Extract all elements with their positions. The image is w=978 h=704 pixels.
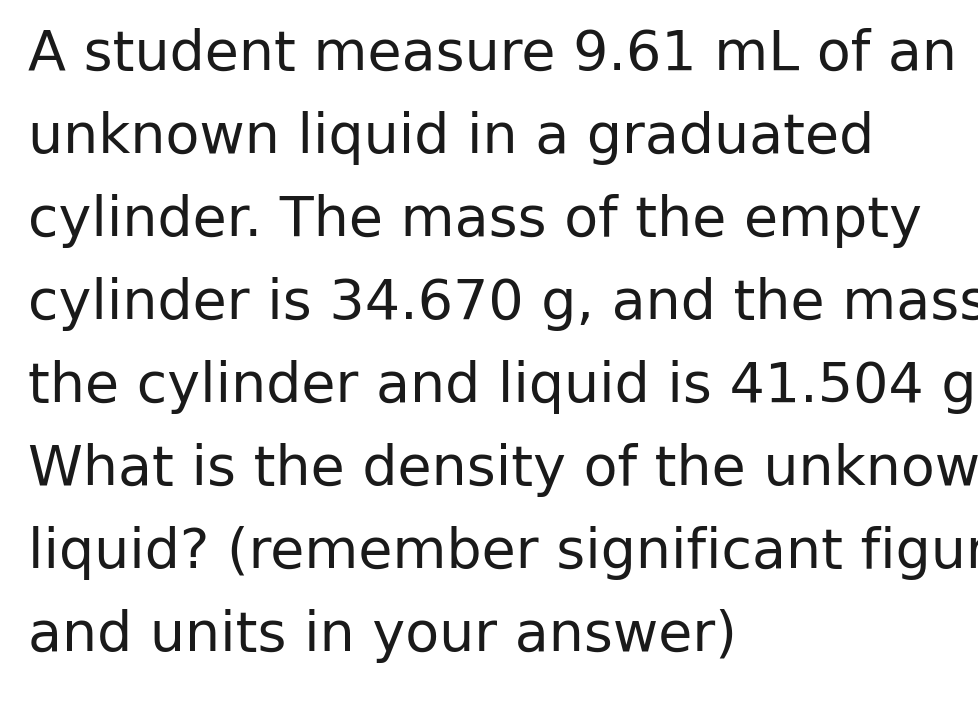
Text: the cylinder and liquid is 41.504 g.: the cylinder and liquid is 41.504 g. [28, 360, 978, 414]
Text: cylinder. The mass of the empty: cylinder. The mass of the empty [28, 194, 921, 248]
Text: unknown liquid in a graduated: unknown liquid in a graduated [28, 111, 873, 165]
Text: cylinder is 34.670 g, and the mass of: cylinder is 34.670 g, and the mass of [28, 277, 978, 331]
Text: What is the density of the unknown: What is the density of the unknown [28, 443, 978, 497]
Text: liquid? (remember significant figures: liquid? (remember significant figures [28, 526, 978, 580]
Text: and units in your answer): and units in your answer) [28, 609, 736, 663]
Text: A student measure 9.61 mL of an: A student measure 9.61 mL of an [28, 28, 956, 82]
